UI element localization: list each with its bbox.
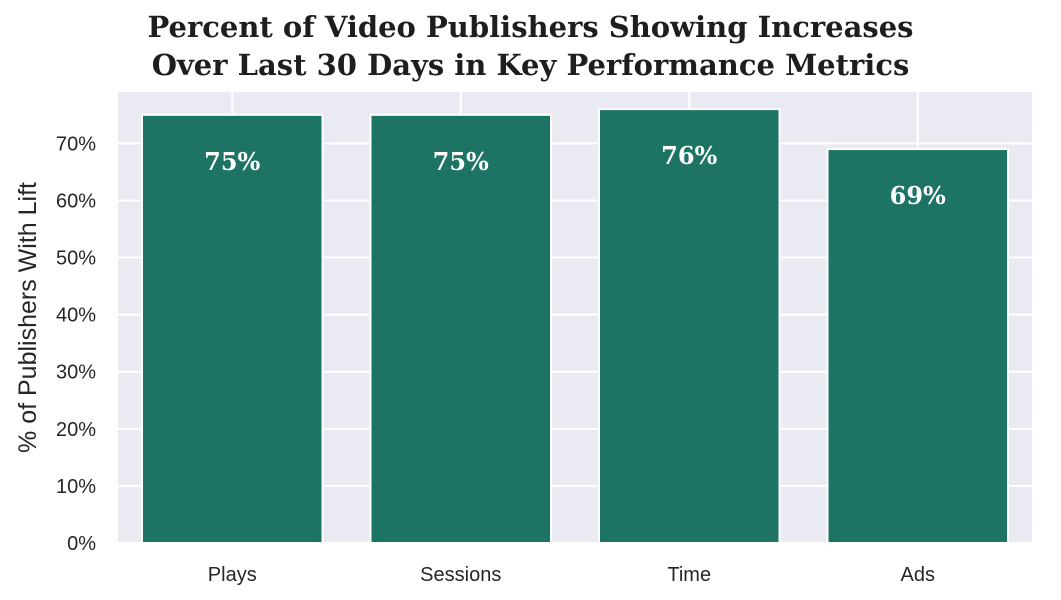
data-label-sessions: 75% [433, 147, 489, 176]
chart-title: Percent of Video Publishers Showing Incr… [0, 8, 1061, 84]
y-tick-label: 40% [56, 305, 96, 327]
y-tick-label: 50% [56, 248, 96, 270]
bars: 75% 75% 76% 69% [140, 108, 1010, 545]
bar-ads [826, 148, 1010, 545]
x-tick-label: Ads [901, 564, 935, 586]
bar-time [597, 108, 781, 544]
y-axis-ticks: 0% 10% 20% 30% 40% 50% 60% 70% [56, 133, 96, 555]
y-tick-label: 60% [56, 190, 96, 212]
x-tick-label: Time [667, 564, 711, 586]
bar-sessions [369, 113, 553, 544]
bar-plays [140, 113, 324, 544]
x-axis-ticks: Plays Sessions Time Ads [208, 564, 935, 586]
y-tick-label: 10% [56, 476, 96, 498]
y-tick-label: 20% [56, 419, 96, 441]
x-tick-label: Sessions [420, 564, 501, 586]
y-tick-label: 0% [67, 533, 96, 555]
chart-title-line-2: Over Last 30 Days in Key Performance Met… [151, 48, 910, 82]
y-tick-label: 30% [56, 362, 96, 384]
data-label-ads: 69% [890, 181, 946, 210]
y-axis-label: % of Publishers With Lift [14, 182, 42, 453]
x-tick-label: Plays [208, 564, 257, 586]
chart-title-line-1: Percent of Video Publishers Showing Incr… [147, 10, 914, 44]
y-tick-label: 70% [56, 133, 96, 155]
data-label-plays: 75% [204, 147, 260, 176]
data-label-time: 76% [661, 141, 717, 170]
